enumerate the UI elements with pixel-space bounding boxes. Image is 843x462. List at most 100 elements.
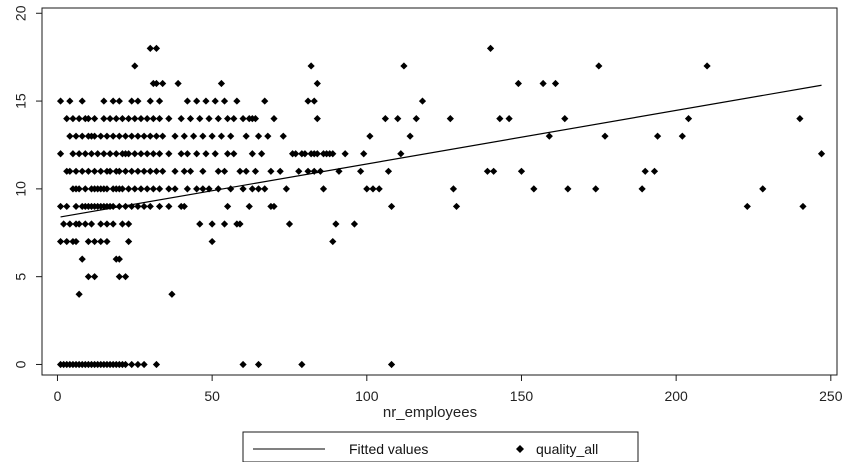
data-point-quality-all — [140, 360, 148, 369]
data-point-quality-all — [282, 185, 290, 193]
data-point-quality-all — [63, 237, 71, 246]
data-point-quality-all — [239, 115, 247, 123]
scatter-points — [56, 44, 826, 369]
data-point-quality-all — [118, 115, 127, 123]
data-point-quality-all — [146, 44, 154, 52]
data-point-quality-all — [155, 185, 164, 193]
data-point-quality-all — [143, 150, 151, 158]
data-point-quality-all — [115, 132, 123, 140]
data-point-quality-all — [301, 150, 309, 158]
data-point-quality-all — [131, 185, 139, 193]
data-point-quality-all — [121, 167, 130, 175]
data-point-quality-all — [140, 167, 148, 175]
data-point-quality-all — [381, 115, 389, 123]
data-point-quality-all — [143, 115, 151, 123]
data-point-quality-all — [490, 167, 498, 175]
data-point-quality-all — [261, 185, 269, 193]
data-point-quality-all — [180, 167, 188, 175]
data-point-quality-all — [109, 97, 117, 105]
data-point-quality-all — [146, 167, 154, 175]
data-point-quality-all — [304, 97, 312, 105]
data-point-quality-all — [224, 115, 232, 123]
data-point-quality-all — [452, 202, 461, 211]
data-point-quality-all — [128, 97, 136, 105]
data-point-quality-all — [199, 132, 207, 140]
data-point-quality-all — [63, 115, 71, 123]
data-point-quality-all — [387, 360, 396, 369]
data-point-quality-all — [316, 167, 325, 175]
y-tick-label: 0 — [13, 360, 29, 368]
data-point-quality-all — [202, 150, 210, 158]
data-point-quality-all — [332, 220, 340, 228]
data-point-quality-all — [208, 220, 216, 228]
data-point-quality-all — [66, 97, 74, 105]
data-point-quality-all — [186, 115, 195, 123]
data-point-quality-all — [183, 150, 191, 158]
data-point-quality-all — [66, 167, 74, 175]
data-point-quality-all — [125, 115, 133, 123]
fitted-line-group — [60, 84, 822, 218]
data-point-quality-all — [217, 132, 226, 140]
data-point-quality-all — [703, 62, 711, 70]
data-point-quality-all — [81, 150, 89, 158]
data-point-quality-all — [125, 220, 133, 228]
data-point-quality-all — [109, 132, 117, 140]
data-point-quality-all — [134, 167, 142, 175]
data-point-quality-all — [100, 150, 108, 158]
data-point-quality-all — [106, 167, 114, 175]
y-tick-label: 15 — [13, 93, 29, 109]
y-tick-label: 20 — [13, 5, 29, 21]
data-point-quality-all — [149, 115, 157, 123]
data-point-quality-all — [261, 97, 269, 105]
data-point-quality-all — [115, 255, 123, 263]
data-point-quality-all — [220, 97, 229, 105]
data-point-quality-all — [75, 150, 83, 158]
data-point-quality-all — [251, 167, 260, 175]
data-point-quality-all — [90, 273, 99, 281]
data-point-quality-all — [236, 220, 244, 228]
data-point-quality-all — [159, 79, 167, 88]
data-point-quality-all — [759, 185, 767, 193]
x-tick-label: 150 — [510, 388, 534, 404]
legend-label-fitted-values: Fitted values — [349, 441, 428, 457]
data-point-quality-all — [236, 167, 244, 175]
data-point-quality-all — [121, 132, 130, 140]
data-point-quality-all — [341, 150, 349, 158]
data-point-quality-all — [514, 79, 522, 88]
data-point-quality-all — [72, 132, 80, 140]
data-point-quality-all — [245, 202, 253, 211]
data-point-quality-all — [56, 237, 65, 246]
data-point-quality-all — [115, 273, 123, 281]
data-point-quality-all — [125, 150, 133, 158]
data-point-quality-all — [56, 150, 65, 158]
axis-ticks: 0 50 100 150 200 250 0 5 10 15 20 — [13, 5, 843, 404]
data-point-quality-all — [118, 185, 127, 193]
data-point-quality-all — [131, 62, 139, 70]
data-point-quality-all — [78, 132, 86, 140]
data-point-quality-all — [121, 273, 130, 281]
data-point-quality-all — [304, 167, 312, 175]
data-point-quality-all — [146, 132, 154, 140]
data-point-quality-all — [78, 167, 86, 175]
data-point-quality-all — [78, 255, 86, 263]
data-point-quality-all — [329, 237, 337, 246]
x-tick-label: 100 — [355, 388, 379, 404]
data-point-quality-all — [199, 185, 207, 193]
data-point-quality-all — [193, 97, 201, 105]
data-point-quality-all — [78, 97, 86, 105]
data-point-quality-all — [799, 202, 807, 211]
data-point-quality-all — [63, 202, 71, 211]
data-point-quality-all — [412, 115, 420, 123]
data-point-quality-all — [224, 150, 232, 158]
data-point-quality-all — [264, 132, 272, 140]
legend-swatch-quality-all — [516, 445, 524, 453]
y-tick-label: 5 — [13, 273, 29, 281]
data-point-quality-all — [357, 167, 365, 175]
data-point-quality-all — [66, 220, 74, 228]
data-point-quality-all — [84, 273, 93, 281]
data-point-quality-all — [211, 97, 219, 105]
data-point-quality-all — [103, 185, 111, 193]
data-point-quality-all — [202, 97, 210, 105]
data-point-quality-all — [165, 185, 173, 193]
data-point-quality-all — [97, 132, 105, 140]
